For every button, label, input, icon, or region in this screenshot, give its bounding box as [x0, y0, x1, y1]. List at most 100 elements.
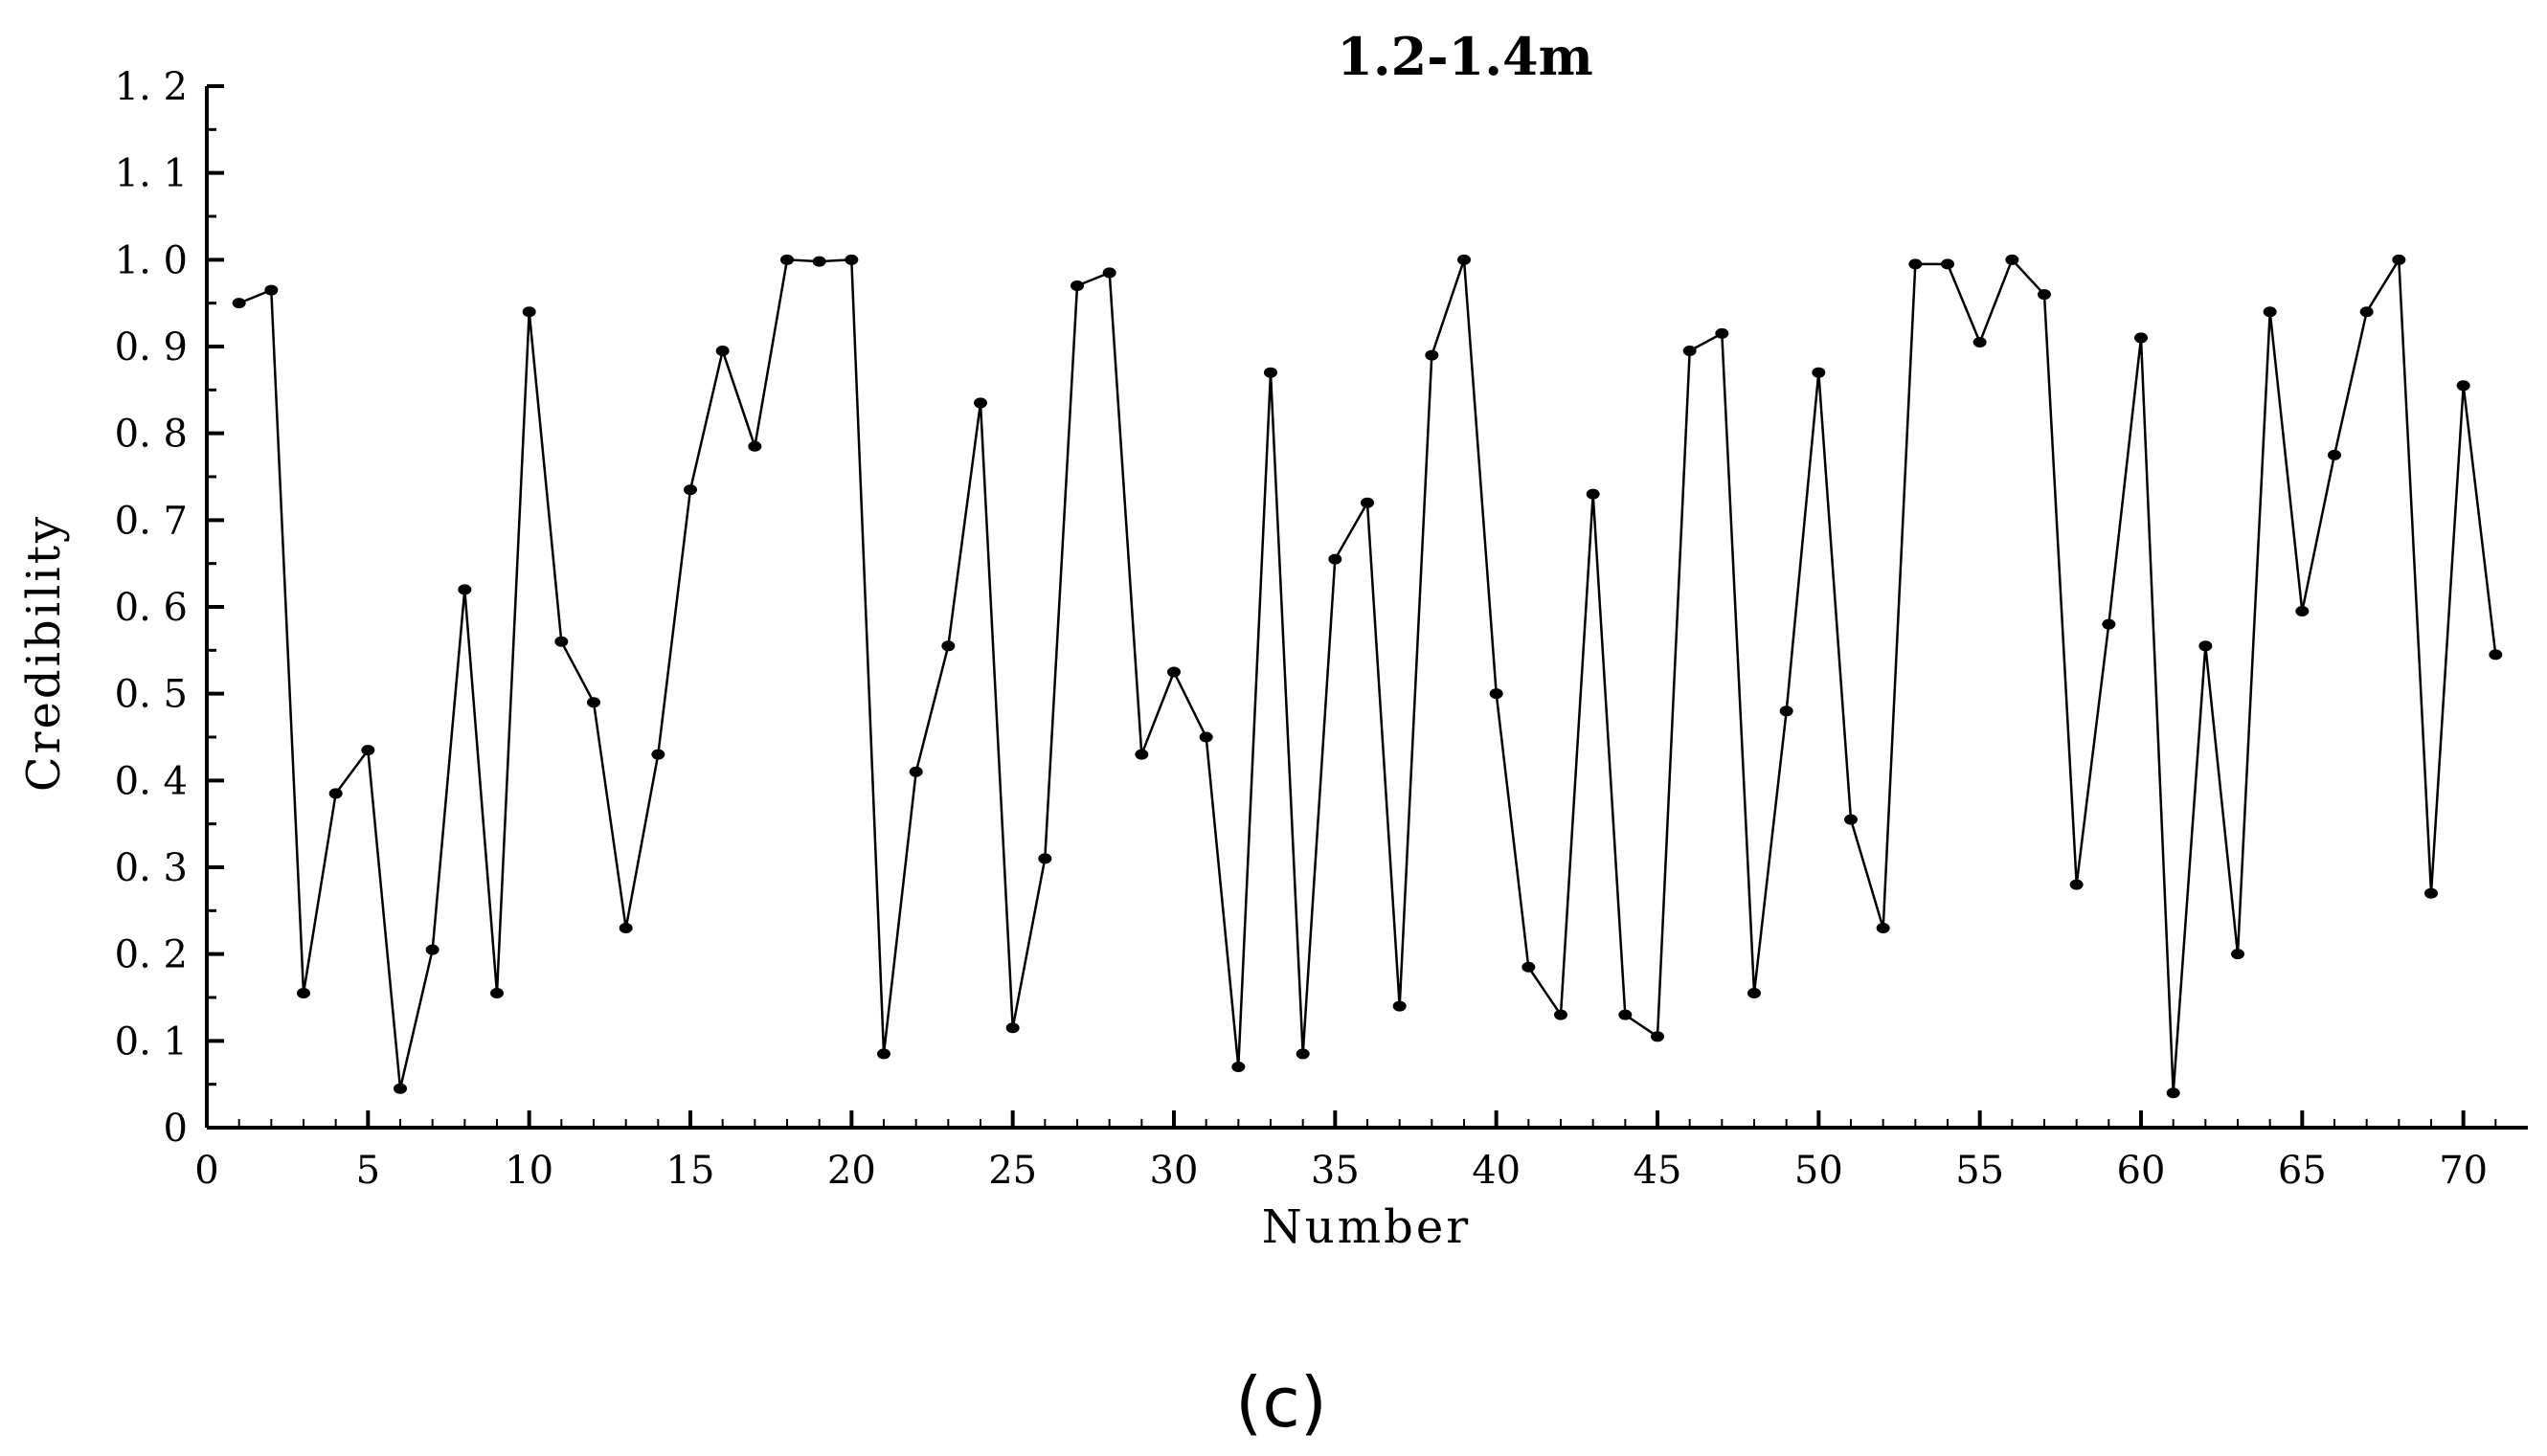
- data-point: [1844, 814, 1858, 825]
- data-point: [1941, 258, 1954, 270]
- data-point: [1779, 706, 1793, 717]
- data-point: [361, 745, 375, 756]
- y-tick-label: 0. 9: [115, 325, 188, 370]
- y-tick-label: 1. 2: [115, 65, 188, 109]
- x-ticks: 0 5 10 15 20 25 30 35 40 45 50 55 60 65 70: [194, 1110, 2497, 1193]
- y-tick-label: 0. 2: [115, 933, 188, 977]
- data-point: [1264, 367, 1277, 378]
- data-point: [1747, 987, 1761, 998]
- data-point: [1586, 488, 1600, 500]
- data-point: [974, 397, 987, 409]
- y-tick-label: 0. 7: [115, 499, 188, 543]
- data-point: [328, 788, 343, 799]
- data-point: [2456, 380, 2470, 392]
- data-point: [1812, 367, 1826, 378]
- data-point: [1199, 731, 1213, 743]
- data-point: [1908, 258, 1923, 270]
- data-point: [2038, 289, 2051, 301]
- y-tick-label: 0. 1: [115, 1019, 188, 1064]
- y-tick-label: 0. 6: [115, 586, 188, 630]
- x-tick-label: 70: [2439, 1149, 2488, 1193]
- data-point: [845, 254, 859, 265]
- y-tick-label: 0: [164, 1107, 188, 1151]
- data-point: [232, 298, 246, 309]
- x-tick-label: 20: [827, 1149, 876, 1193]
- data-point: [619, 922, 633, 933]
- x-tick-label: 55: [1955, 1149, 2004, 1193]
- data-point: [2198, 640, 2213, 652]
- y-tick-label: 0. 5: [115, 673, 188, 717]
- x-tick-label: 35: [1311, 1149, 1360, 1193]
- chart-title: 1.2-1.4m: [1337, 26, 1592, 87]
- x-tick-label: 45: [1634, 1149, 1682, 1193]
- series-line: [238, 256, 2497, 1093]
- y-tick-label: 0. 3: [115, 846, 188, 890]
- data-point: [1392, 1000, 1407, 1012]
- data-point: [2231, 949, 2244, 960]
- data-point: [2359, 306, 2374, 318]
- data-point: [1038, 853, 1052, 864]
- data-point: [490, 987, 504, 998]
- data-point: [2069, 879, 2084, 890]
- data-point: [1457, 254, 1471, 265]
- axes: [205, 86, 2528, 1130]
- data-point: [2392, 254, 2406, 265]
- data-point: [1167, 666, 1181, 678]
- data-point: [1361, 497, 1374, 508]
- data-point: [1102, 267, 1116, 279]
- data-point: [1876, 922, 1890, 933]
- data-point: [780, 254, 794, 265]
- data-point: [748, 440, 762, 452]
- data-point: [1328, 553, 1342, 565]
- x-tick-label: 25: [988, 1149, 1037, 1193]
- data-point: [2424, 887, 2438, 899]
- data-point: [2005, 254, 2019, 265]
- y-ticks: 0 0. 1 0. 2 0. 3 0. 4 0. 5 0. 6 0. 7 0. 8 0. 9 1. …: [115, 65, 224, 1151]
- data-point: [651, 749, 665, 760]
- data-point: [2295, 606, 2310, 617]
- x-tick-label: 50: [1794, 1149, 1843, 1193]
- x-tick-label: 65: [2278, 1149, 2327, 1193]
- data-point: [297, 987, 310, 998]
- data-point: [1071, 280, 1084, 292]
- data-point: [1682, 346, 1697, 357]
- data-point: [877, 1048, 890, 1060]
- x-tick-label: 30: [1150, 1149, 1199, 1193]
- data-point: [1425, 349, 1439, 361]
- data-point: [587, 697, 600, 708]
- data-point: [715, 346, 730, 357]
- data-point: [264, 284, 279, 296]
- data-point: [1489, 688, 1503, 700]
- data-point: [458, 584, 472, 595]
- data-point: [2489, 649, 2503, 661]
- data-point: [909, 766, 923, 777]
- data-point: [2328, 449, 2341, 460]
- data-point: [1231, 1062, 1246, 1073]
- x-tick-label: 40: [1472, 1149, 1521, 1193]
- data-point: [1554, 1009, 1567, 1020]
- data-point: [1972, 336, 1987, 347]
- y-tick-label: 1. 1: [115, 152, 188, 196]
- x-tick-label: 10: [505, 1149, 553, 1193]
- x-tick-label: 15: [666, 1149, 715, 1193]
- data-point: [425, 944, 440, 955]
- y-tick-label: 0. 8: [115, 413, 188, 457]
- data-point: [554, 636, 569, 647]
- x-axis-title: Number: [1262, 1200, 1472, 1254]
- data-point: [2102, 618, 2116, 630]
- y-tick-label: 1. 0: [115, 238, 188, 282]
- panel-label: (c): [1235, 1362, 1327, 1443]
- data-point: [2134, 332, 2148, 344]
- x-tick-label: 5: [356, 1149, 380, 1193]
- data-point: [1618, 1009, 1633, 1020]
- data-point: [2166, 1087, 2180, 1099]
- data-point: [684, 484, 697, 496]
- x-tick-label: 0: [194, 1149, 218, 1193]
- data-point: [1296, 1048, 1310, 1060]
- data-point: [941, 640, 956, 652]
- data-point: [1715, 327, 1729, 339]
- data-point: [1135, 749, 1149, 760]
- x-tick-label: 60: [2117, 1149, 2166, 1193]
- data-point: [812, 256, 826, 267]
